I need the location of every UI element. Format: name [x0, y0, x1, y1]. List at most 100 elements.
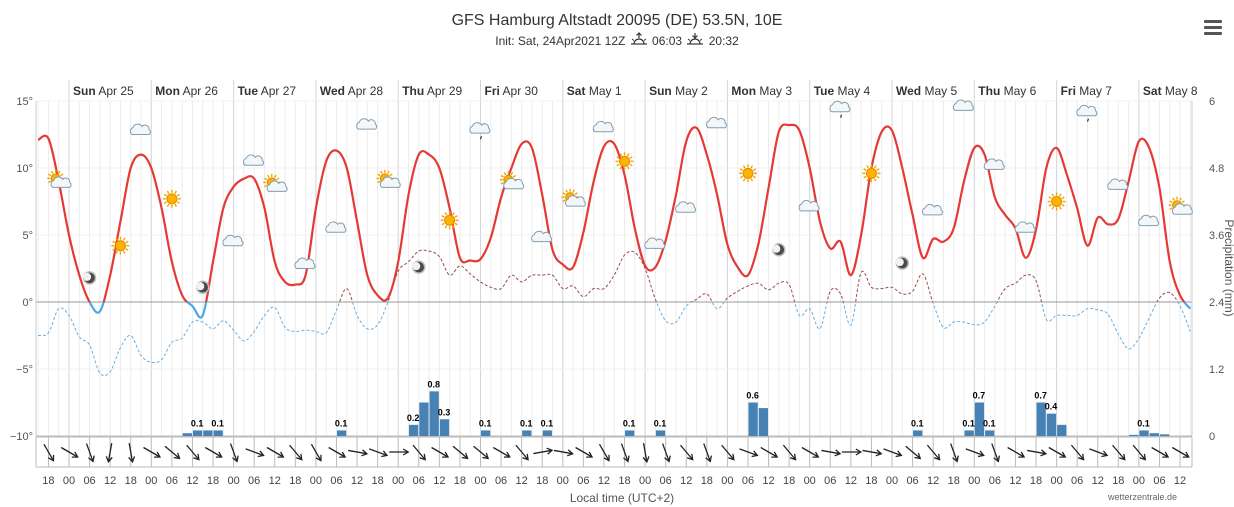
y-left-tick-label: 5°: [22, 230, 33, 242]
cloud-icon: [356, 118, 378, 130]
wind-arrow-head: [154, 451, 162, 458]
wind-arrow-icon: [1070, 444, 1085, 461]
sun-ray: [619, 166, 623, 170]
sun-cloud-icon: [499, 171, 525, 190]
precip-data-label: 0.2: [407, 413, 420, 423]
sun-ray: [441, 222, 445, 226]
wind-arrow-shaft: [266, 446, 283, 458]
sun-ray: [50, 170, 54, 174]
precip-bar: [419, 402, 429, 436]
precip-bar: [542, 430, 553, 436]
day-label-weekday: Mon: [731, 84, 756, 98]
sun-ray: [264, 177, 268, 181]
wind-arrow-icon: [186, 444, 200, 461]
hamburger-menu-icon[interactable]: [1204, 20, 1222, 36]
sun-ray: [1058, 206, 1062, 210]
day-label-weekday: Sat: [567, 84, 586, 98]
sun-ray: [176, 193, 181, 197]
precip-data-label: 0.1: [211, 418, 224, 428]
wind-arrow-shaft: [328, 446, 345, 458]
wind-arrow-shaft: [229, 443, 238, 461]
wind-arrow-shaft: [1089, 448, 1107, 456]
sun-cloud-icon: [1168, 196, 1193, 215]
hour-tick-label: 18: [1112, 475, 1124, 487]
hour-tick-label: 12: [1092, 475, 1104, 487]
hour-tick-label: 06: [413, 475, 425, 487]
hour-tick-label: 00: [392, 475, 404, 487]
day-label: Fri May 7: [1061, 84, 1113, 98]
sun-ray: [1048, 196, 1052, 200]
wind-arrow-shaft: [310, 443, 321, 461]
precip-bar: [913, 430, 923, 436]
sun-ray: [876, 175, 880, 179]
y-right-tick-label: 1.2: [1209, 364, 1224, 376]
sun-ray: [750, 165, 754, 169]
cloud-icon: [798, 199, 820, 212]
wind-arrow-head: [977, 450, 985, 458]
hour-tick-label: 12: [351, 475, 363, 487]
sun-ray: [166, 190, 170, 194]
precip-data-label: 0.1: [479, 418, 492, 428]
credit-link[interactable]: wetterzentrale.de: [1108, 492, 1178, 502]
x-axis-label: Local time (UTC+2): [570, 491, 674, 505]
precip-bar: [522, 430, 532, 436]
wind-arrow-icon: [1112, 444, 1126, 461]
sun-ray: [562, 199, 566, 203]
precip-bar: [748, 402, 758, 436]
sun-ray: [1169, 200, 1173, 204]
wind-arrow-icon: [679, 444, 694, 461]
sun-ray: [863, 175, 867, 179]
sun-ray: [742, 165, 746, 169]
sun-ray: [742, 178, 746, 182]
wind-arrow-icon: [164, 445, 181, 460]
precip-bar: [192, 430, 203, 436]
sun-ray: [1051, 193, 1055, 197]
sun-ray: [739, 175, 744, 179]
day-label-date: May 8: [1162, 84, 1198, 98]
wind-arrow-head: [789, 453, 797, 461]
wind-arrow-shaft: [575, 446, 592, 458]
cloud-shape: [644, 237, 666, 249]
wind-arrow-icon: [229, 443, 239, 463]
wind-arrow-icon: [760, 446, 779, 458]
sun-ray: [1181, 200, 1185, 204]
axes: 15° 10° 5° 0° −5° −10° 6 4.8 3.6 2.4 1.2 0: [10, 96, 1224, 443]
sun-ray: [629, 163, 633, 167]
precip-data-label: 0.1: [191, 418, 204, 428]
wind-arrow-icon: [368, 448, 389, 458]
wind-arrow-head: [1077, 453, 1085, 461]
sunrise-icon: [629, 32, 649, 49]
precip-bar: [213, 430, 223, 436]
day-label-date: Apr 26: [180, 84, 218, 98]
sun-cloud-icon: [263, 173, 288, 192]
wind-arrow-head: [895, 450, 903, 458]
wind-arrow-shaft: [245, 448, 263, 456]
precip-bar: [336, 430, 347, 436]
hour-tick-label: 00: [886, 475, 898, 487]
hour-tick-label: 06: [577, 475, 589, 487]
precip-data-label: 0.3: [438, 407, 451, 417]
hour-tick-label: 06: [1153, 475, 1165, 487]
wind-arrow-head: [128, 456, 136, 464]
weather-icons: [47, 99, 1193, 295]
hour-tick-label: 18: [207, 475, 219, 487]
wind-arrow-icon: [801, 446, 820, 458]
precip-bar: [758, 408, 769, 436]
hour-tick-label: 06: [495, 475, 507, 487]
day-label-date: May 1: [585, 84, 621, 98]
sun-ray: [115, 237, 119, 241]
day-label: Sun Apr 25: [73, 84, 134, 98]
wind-arrow-shaft: [368, 448, 387, 456]
moon-icon: [895, 256, 910, 270]
sun-ray: [112, 240, 116, 244]
wind-arrow-head: [1182, 451, 1190, 458]
moon-icon: [772, 242, 786, 257]
wind-arrow-head: [623, 455, 630, 463]
wind-arrow-icon: [950, 443, 959, 463]
wind-arrow-shaft: [143, 446, 160, 458]
cloud-icon: [1138, 214, 1159, 227]
cloud-shape: [243, 154, 264, 166]
wind-arrow-shaft: [620, 443, 629, 461]
hour-tick-label: 06: [989, 475, 1001, 487]
sun-ray: [572, 189, 575, 193]
